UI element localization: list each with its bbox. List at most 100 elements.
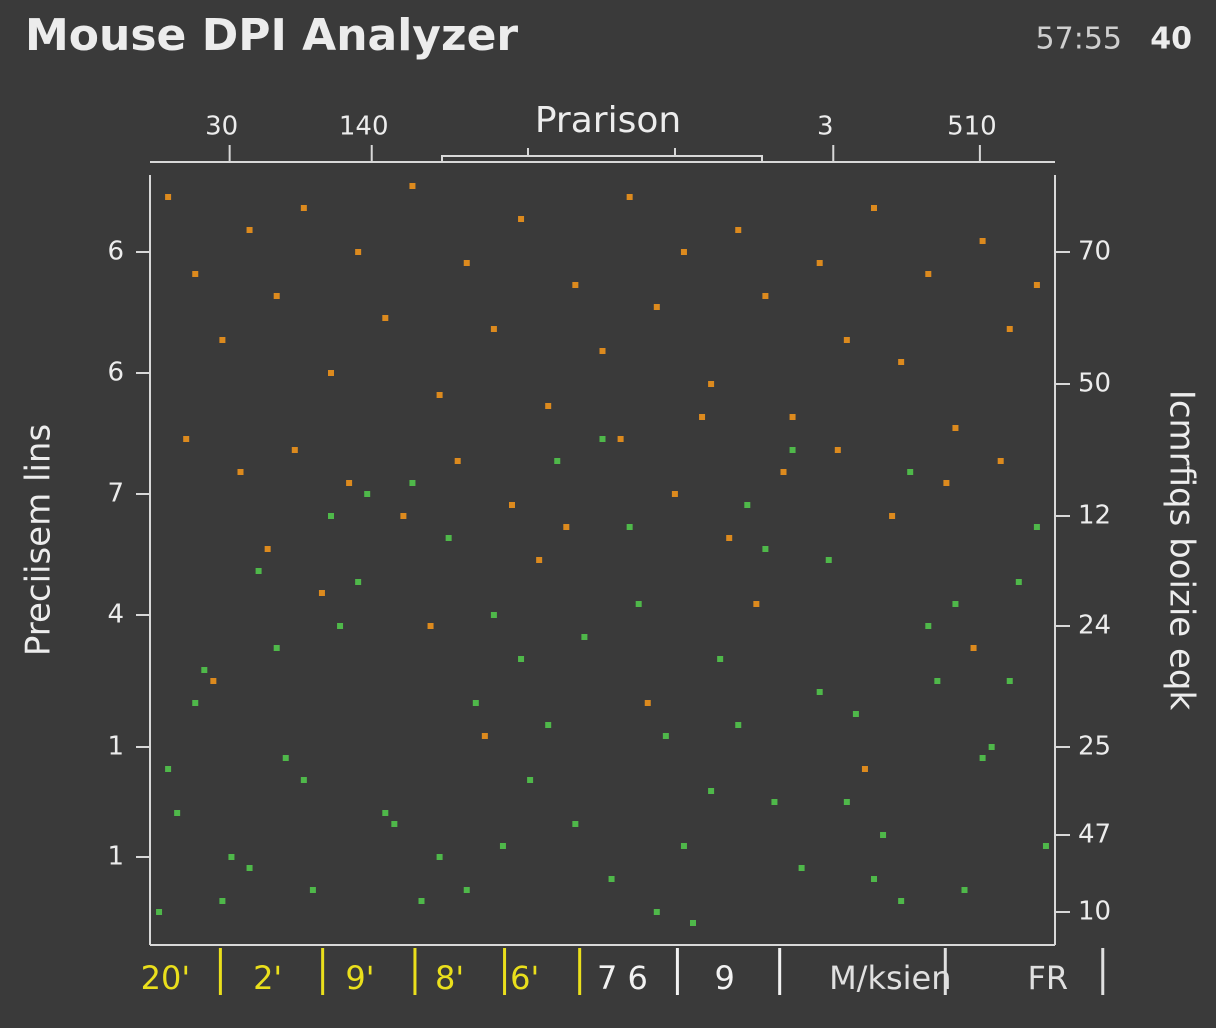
data-point (680, 843, 687, 849)
data-point (635, 601, 642, 607)
data-point (653, 909, 660, 915)
y-tick-label: 6 (107, 237, 124, 267)
data-point (789, 414, 796, 420)
data-point (364, 491, 371, 497)
x2-tick-label: 140 (339, 112, 389, 142)
y2-tick-label: 10 (1078, 897, 1111, 927)
data-point (246, 227, 253, 233)
data-point (599, 348, 606, 354)
x2-tick-label: 30 (205, 112, 238, 142)
data-point (481, 733, 488, 739)
data-point (246, 865, 253, 871)
x-tick-label: 6' (510, 959, 539, 997)
data-point (934, 678, 941, 684)
data-point (572, 282, 579, 288)
data-point (735, 722, 742, 728)
data-point (463, 887, 470, 893)
data-point (518, 216, 525, 222)
x-tick-label: 8' (435, 959, 464, 997)
x-tick-label: M/ksien (829, 959, 951, 997)
data-point (816, 260, 823, 266)
y2-tick-label: 24 (1078, 611, 1111, 641)
data-point (409, 480, 416, 486)
data-point (418, 898, 425, 904)
data-point (780, 469, 787, 475)
data-point (880, 832, 887, 838)
data-point (309, 887, 316, 893)
data-point (527, 777, 534, 783)
y2-tick-label: 47 (1078, 820, 1111, 850)
data-point (825, 557, 832, 563)
data-point (979, 755, 986, 761)
data-point (509, 502, 515, 508)
data-point (789, 447, 796, 453)
data-point (708, 788, 715, 794)
chart-title: Prarison (535, 100, 681, 141)
data-point (816, 689, 823, 695)
data-point (925, 623, 932, 629)
y2-tick-label: 50 (1078, 369, 1111, 399)
data-point (852, 711, 859, 717)
data-point (291, 447, 298, 453)
app-title: Mouse DPI Analyzer (25, 10, 518, 61)
data-point (871, 205, 877, 211)
data-point (690, 920, 696, 926)
data-point (355, 579, 362, 585)
data-point (726, 535, 733, 541)
data-point (328, 513, 334, 519)
data-point (228, 854, 235, 860)
y-tick-label: 4 (107, 600, 124, 630)
y-tick-label: 6 (107, 358, 124, 388)
data-point (943, 480, 950, 486)
x-tick-label: 2' (253, 959, 282, 997)
data-point (382, 315, 389, 321)
data-point (165, 194, 172, 200)
data-point (952, 601, 959, 607)
y2-axis-label: Icmrfiqs boizie eqk (1162, 390, 1202, 711)
data-point (1042, 843, 1049, 849)
data-point (599, 436, 606, 442)
data-point (952, 425, 959, 431)
data-point (1006, 326, 1013, 332)
y-tick-label: 1 (107, 732, 124, 762)
data-point (961, 887, 968, 893)
data-point (572, 821, 579, 827)
data-point (889, 513, 896, 519)
data-point (762, 546, 769, 552)
data-point (282, 755, 289, 761)
y-tick-label: 1 (107, 842, 124, 872)
data-point (391, 821, 398, 827)
x-tick-label: 9' (345, 959, 374, 997)
y2-tick-label: 70 (1078, 237, 1111, 267)
data-point (617, 436, 624, 442)
data-point (871, 876, 877, 882)
data-point (183, 436, 190, 442)
data-point (1015, 579, 1022, 585)
data-point (300, 205, 307, 211)
data-point (843, 337, 850, 343)
data-point (680, 249, 687, 255)
data-point (518, 656, 525, 662)
data-point (898, 359, 905, 365)
x-tick-label: FR (1027, 959, 1068, 997)
clock: 57:55 (1036, 22, 1122, 57)
data-point (201, 667, 208, 673)
data-point (318, 590, 325, 596)
data-point (219, 898, 226, 904)
data-point (834, 447, 841, 453)
data-point (563, 524, 570, 530)
data-point (735, 227, 742, 233)
data-point (988, 744, 995, 750)
y-tick-label: 7 (107, 479, 124, 509)
data-point (626, 524, 633, 530)
data-point (608, 876, 615, 882)
data-point (1033, 282, 1040, 288)
data-point (762, 293, 769, 299)
data-point (861, 766, 868, 772)
data-point (490, 326, 497, 332)
data-point (925, 271, 932, 277)
data-point (490, 612, 497, 618)
x2-tick-label: 510 (947, 112, 997, 142)
x-tick-label: 9 (714, 959, 734, 997)
